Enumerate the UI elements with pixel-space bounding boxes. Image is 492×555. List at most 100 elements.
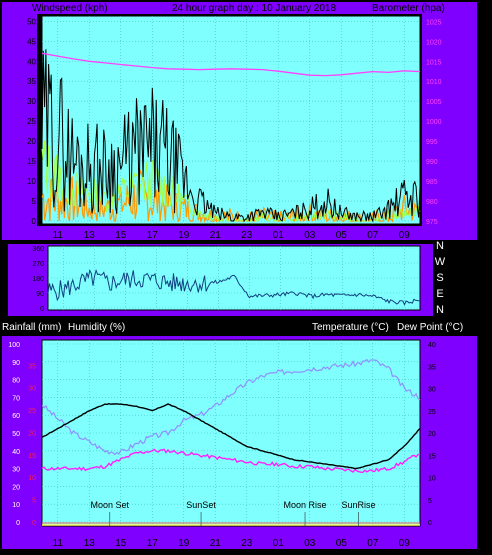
compass-label: N	[436, 304, 444, 316]
barometer-tick: 1020	[426, 39, 442, 46]
direction-tick: 360	[32, 246, 44, 253]
data-series	[41, 49, 421, 526]
temperature-line	[41, 402, 421, 470]
wind-left-tick: 25	[27, 117, 36, 126]
lower-x-tick: 09	[399, 538, 411, 549]
temperature-axis-label: Temperature (°C)	[312, 322, 389, 333]
rain-tick: 20	[28, 430, 36, 437]
humidity-tick: 0	[16, 520, 20, 527]
wind-x-tick: 17	[147, 230, 159, 241]
humidity-tick: 80	[12, 378, 20, 385]
barometer-tick: 1025	[426, 19, 442, 26]
lower-x-tick: 13	[84, 538, 96, 549]
direction-line	[47, 268, 421, 306]
wind-plot-area	[41, 15, 421, 225]
barometer-tick: 975	[426, 219, 438, 226]
temperature-tick: 20	[428, 431, 436, 438]
wind-x-tick: 23	[241, 230, 253, 241]
wind-orange-line	[41, 169, 421, 224]
grid-lines	[42, 16, 420, 526]
header-windspeed-label: Windspeed (kph)	[32, 3, 108, 14]
rainfall-axis-label: Rainfall (mm)	[2, 322, 61, 333]
wind-x-tick: 13	[84, 230, 96, 241]
barometer-tick: 1005	[426, 99, 442, 106]
lower-x-tick: 15	[115, 538, 127, 549]
temperature-tick: 10	[428, 476, 436, 483]
wind-x-tick: 21	[210, 230, 222, 241]
temperature-tick: 25	[428, 409, 436, 416]
lower-x-tick: 19	[178, 538, 190, 549]
direction-tick: 90	[36, 291, 44, 298]
wind-left-tick: 30	[27, 97, 36, 106]
rain-tick: 25	[28, 408, 36, 415]
lower-x-tick: 01	[273, 538, 285, 549]
barometer-tick: 990	[426, 159, 438, 166]
humidity-axis-label: Humidity (%)	[68, 322, 125, 333]
temperature-tick: 0	[428, 520, 432, 527]
barometer-tick: 1015	[426, 59, 442, 66]
barometer-tick: 1000	[426, 119, 442, 126]
dewpoint-axis-label: Dew Point (°C)	[397, 322, 463, 333]
humidity-tick: 90	[12, 360, 20, 367]
humidity-tick: 20	[12, 484, 20, 491]
event-label: Moon Rise	[284, 500, 327, 510]
lower-x-tick: 05	[336, 538, 348, 549]
barometer-tick: 980	[426, 199, 438, 206]
wind-left-tick: 50	[27, 17, 36, 26]
wind-x-tick: 15	[115, 230, 127, 241]
wind-left-tick: 15	[27, 157, 36, 166]
compass-label: S	[436, 272, 443, 284]
lower-x-tick: 23	[241, 538, 253, 549]
humidity-tick: 100	[8, 342, 20, 349]
rain-tick: 15	[28, 453, 36, 460]
lower-x-tick: 03	[304, 538, 316, 549]
wind-x-axis-panel	[2, 226, 477, 240]
lower-x-tick: 21	[210, 538, 222, 549]
humidity-tick: 40	[12, 449, 20, 456]
header-bar	[2, 2, 477, 14]
barometer-tick: 985	[426, 179, 438, 186]
humidity-tick: 10	[12, 502, 20, 509]
compass-label: E	[436, 288, 443, 300]
wind-x-tick: 19	[178, 230, 190, 241]
temperature-tick: 5	[428, 498, 432, 505]
wind-left-tick: 0	[32, 217, 37, 226]
compass-label: N	[436, 240, 444, 252]
event-label: SunSet	[186, 500, 216, 510]
rain-tick: 0	[32, 520, 36, 527]
axis-labels: 0510152025303540455097598098599099510001…	[8, 17, 445, 549]
wind-x-tick: 07	[367, 230, 379, 241]
wind-left-tick: 10	[27, 177, 36, 186]
wind-x-tick: 09	[399, 230, 411, 241]
wind-left-tick: 45	[27, 37, 36, 46]
direction-tick: 180	[32, 276, 44, 283]
rain-tick: 10	[28, 475, 36, 482]
direction-tick: 270	[32, 261, 44, 268]
rain-tick: 5	[32, 498, 36, 505]
wind-left-tick: 35	[27, 77, 36, 86]
barometer-line	[41, 52, 421, 77]
wind-left-tick: 5	[32, 197, 37, 206]
temperature-tick: 15	[428, 453, 436, 460]
humidity-tick: 70	[12, 395, 20, 402]
lower-x-tick: 07	[367, 538, 379, 549]
event-label: Moon Set	[90, 500, 129, 510]
wind-left-tick: 20	[27, 137, 36, 146]
humidity-tick: 30	[12, 467, 20, 474]
dew-point-line	[41, 448, 420, 474]
barometer-tick: 995	[426, 139, 438, 146]
humidity-line	[41, 358, 421, 456]
wind-right-axis-panel	[422, 2, 477, 238]
wind-left-axis-panel	[2, 2, 37, 238]
humidity-tick: 60	[12, 413, 20, 420]
lower-x-tick: 17	[147, 538, 159, 549]
humidity-tick: 50	[12, 431, 20, 438]
temperature-tick: 40	[428, 342, 436, 349]
rain-tick: 35	[28, 363, 36, 370]
temperature-tick: 35	[428, 364, 436, 371]
wind-gust-line	[41, 49, 421, 223]
event-label: SunRise	[342, 500, 376, 510]
header-barometer-label: Barometer (hpa)	[372, 3, 445, 14]
